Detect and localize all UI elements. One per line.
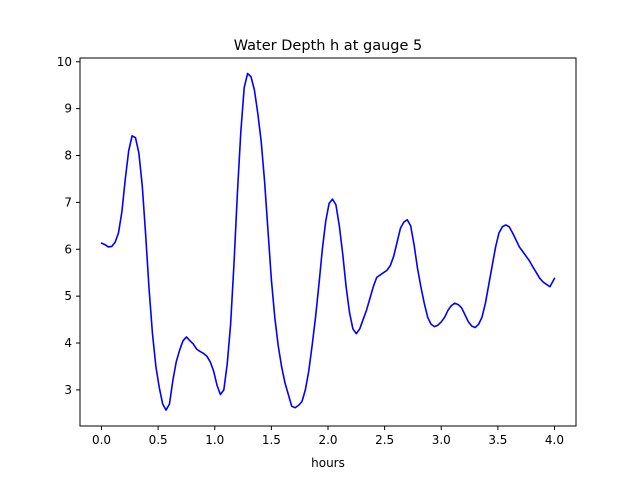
y-tick-label: 4 [64,336,72,350]
x-axis: 0.0 0.5 1.0 1.5 2.0 2.5 3.0 3.5 4.0 [92,426,564,447]
y-tick-label: 9 [64,102,72,116]
x-tick-label: 1.0 [205,433,224,447]
y-axis: 3 4 5 6 7 8 9 10 [57,55,80,397]
plot-area: 0.0 0.5 1.0 1.5 2.0 2.5 3.0 3.5 4.0 3 4 5 6 7 8 9 10 [57,55,577,447]
chart-title: Water Depth h at gauge 5 [234,38,422,54]
x-tick-label: 4.0 [545,433,564,447]
water-depth-line [100,72,556,411]
y-tick-label: 3 [64,383,72,397]
x-tick-label: 2.5 [375,433,394,447]
x-tick-label: 3.0 [432,433,451,447]
y-tick-label: 7 [64,195,72,209]
x-tick-label: 3.5 [488,433,507,447]
x-tick-label: 0.0 [92,433,111,447]
series-layer [100,72,556,411]
y-tick-label: 8 [64,149,72,163]
y-tick-label: 6 [64,242,72,256]
x-tick-label: 0.5 [149,433,168,447]
y-tick-label: 5 [64,289,72,303]
y-tick-label: 10 [57,55,72,69]
x-tick-label: 2.0 [318,433,337,447]
x-axis-label: hours [311,456,345,470]
x-tick-label: 1.5 [262,433,281,447]
